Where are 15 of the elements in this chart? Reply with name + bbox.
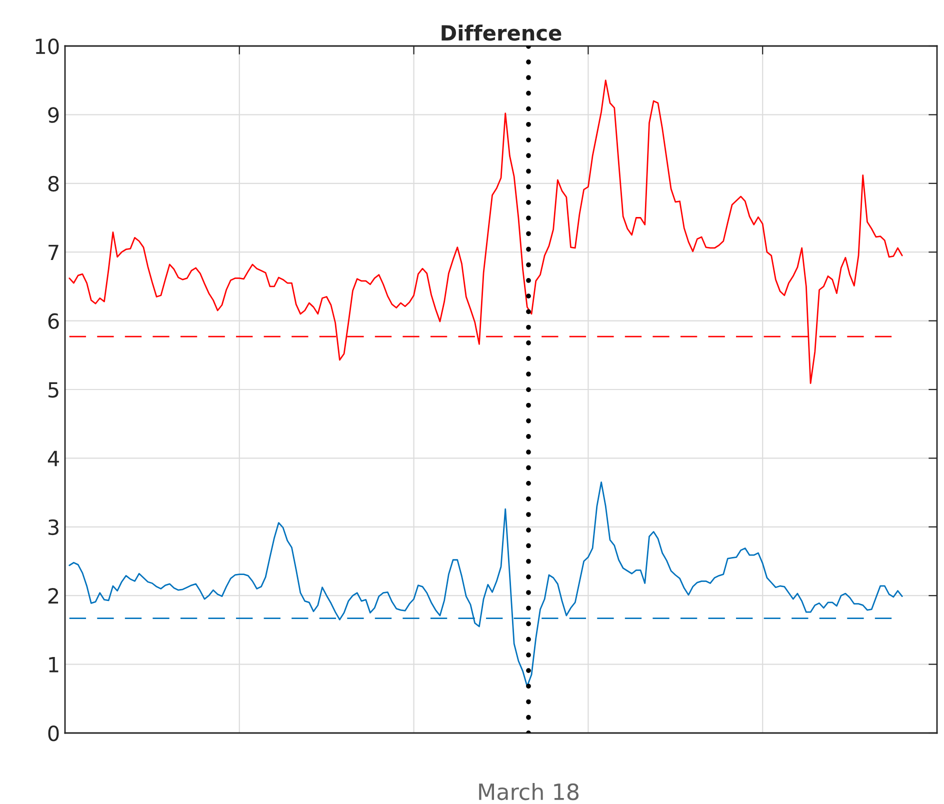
- chart-title: Difference: [442, 24, 562, 41]
- text: March 18: [479, 783, 579, 800]
- line-series: [68, 482, 903, 687]
- y-tick-label: 3: [48, 519, 58, 536]
- y-tick-label: 7: [48, 244, 58, 260]
- y-tick-label: 2: [48, 588, 58, 604]
- y-tick-label: 8: [48, 176, 59, 192]
- y-tick-label: 5: [48, 382, 58, 398]
- y-tick-label: 10: [36, 38, 59, 54]
- y-tick-label: 0: [48, 725, 59, 742]
- y-tick-label: 1: [49, 657, 58, 672]
- y-tick-label: 4: [48, 450, 59, 466]
- line-series: [68, 80, 903, 384]
- y-tick-label: 6: [48, 313, 59, 330]
- y-tick-label: 9: [48, 107, 59, 123]
